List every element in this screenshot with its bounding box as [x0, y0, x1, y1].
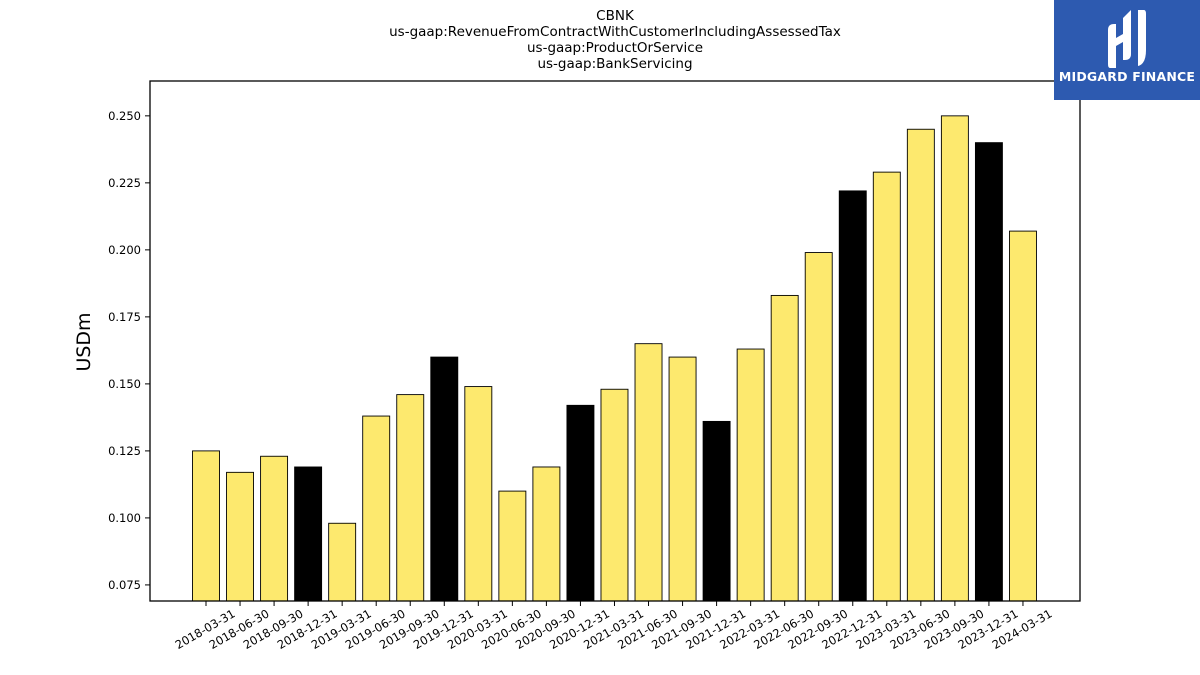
y-tick-label: 0.075: [108, 578, 141, 592]
bar: [1009, 230, 1037, 602]
bar: [770, 294, 799, 602]
bar: [226, 471, 254, 602]
bar: [940, 115, 969, 602]
y-tick-label: 0.100: [108, 511, 141, 525]
y-tick-label: 0.200: [108, 243, 141, 257]
title-line: us-gaap:RevenueFromContractWithCustomerI…: [389, 24, 841, 40]
bar: [804, 252, 833, 602]
logo-mark-icon: [1108, 10, 1146, 68]
y-axis: 0.075 0.100 0.125 0.150 0.175 0.200 0.225 0.250: [108, 109, 150, 592]
bar: [362, 415, 391, 602]
bar: [328, 522, 357, 602]
y-tick-label: 0.175: [108, 310, 141, 324]
bar: [600, 388, 629, 602]
title-line: us-gaap:ProductOrService: [527, 40, 703, 56]
bar: [668, 356, 697, 602]
bars-group: [192, 115, 1037, 602]
title-line: CBNK: [596, 8, 635, 24]
chart-title: CBNKus-gaap:RevenueFromContractWithCusto…: [389, 8, 841, 72]
bar: [430, 356, 459, 602]
bar: [192, 450, 220, 602]
bar: [294, 466, 323, 602]
logo-text: MIDGARD FINANCE: [1058, 69, 1196, 84]
y-tick-label: 0.150: [108, 377, 141, 391]
bar: [872, 171, 901, 602]
midgard-finance-logo: MIDGARD FINANCE: [1054, 0, 1200, 100]
x-axis: 2018-03-312018-06-302018-09-302018-12-31…: [173, 601, 1054, 652]
bar: [260, 455, 289, 602]
bar: [464, 386, 493, 602]
bar: [396, 394, 425, 602]
y-axis-label: USDm: [73, 312, 95, 371]
y-tick-label: 0.250: [108, 109, 141, 123]
bar: [566, 404, 595, 602]
y-tick-label: 0.225: [108, 176, 141, 190]
bar: [532, 466, 561, 602]
bar: [906, 128, 935, 602]
bar: [634, 343, 663, 602]
y-tick-label: 0.125: [108, 444, 141, 458]
plot-frame: [149, 80, 1081, 602]
title-line: us-gaap:BankServicing: [537, 56, 692, 72]
bar: [498, 490, 527, 602]
bar: [974, 142, 1003, 602]
bar: [736, 348, 765, 602]
bar: [838, 190, 867, 602]
bar: [702, 420, 731, 602]
